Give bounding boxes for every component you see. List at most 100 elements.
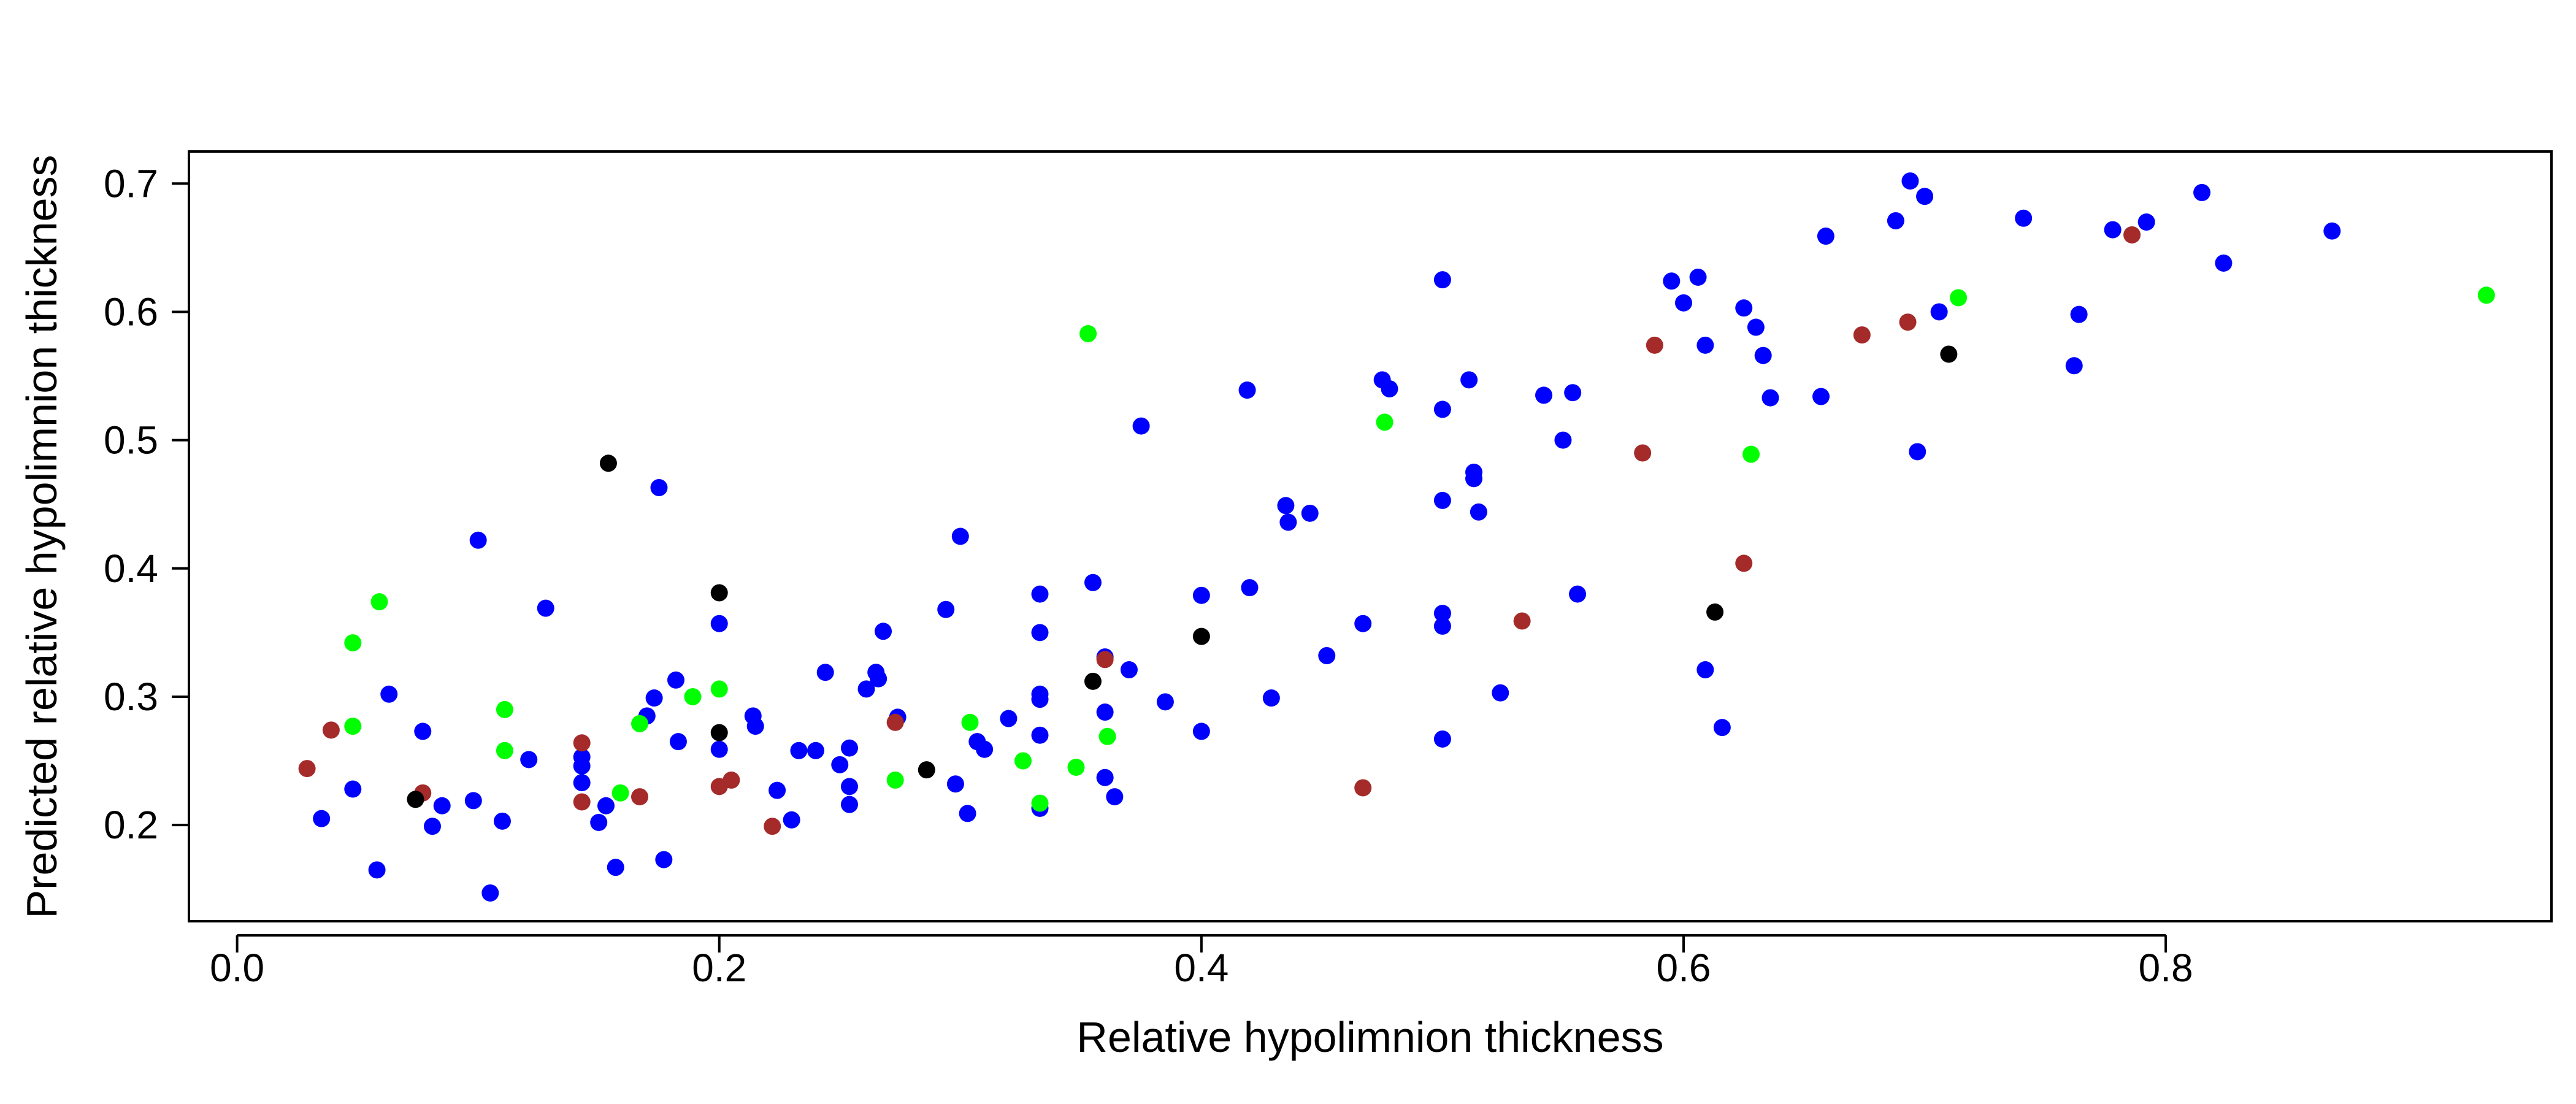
data-point bbox=[1096, 651, 1114, 669]
data-point bbox=[1492, 684, 1509, 702]
data-point bbox=[1696, 336, 1714, 354]
data-point bbox=[464, 792, 482, 810]
data-point bbox=[710, 680, 728, 698]
data-point bbox=[645, 689, 663, 707]
data-point bbox=[607, 859, 624, 876]
data-point bbox=[710, 615, 728, 632]
data-point bbox=[2323, 222, 2341, 240]
data-point bbox=[840, 778, 858, 795]
data-point bbox=[368, 861, 386, 879]
data-point bbox=[684, 688, 702, 705]
data-point bbox=[650, 479, 668, 497]
data-point bbox=[976, 740, 994, 758]
data-point bbox=[1853, 326, 1871, 344]
data-point bbox=[1277, 497, 1295, 515]
y-axis: 0.2 0.3 0.4 0.5 0.6 0.7 bbox=[104, 161, 190, 847]
data-point bbox=[1096, 703, 1114, 721]
data-point bbox=[2123, 226, 2141, 243]
data-point bbox=[669, 733, 687, 751]
data-point bbox=[1067, 759, 1085, 776]
data-point bbox=[1569, 585, 1587, 603]
data-point bbox=[1930, 303, 1948, 321]
data-point bbox=[1646, 336, 1663, 354]
x-axis-title: Relative hypolimnion thickness bbox=[1076, 1013, 1663, 1061]
data-point bbox=[1465, 470, 1483, 488]
data-point bbox=[469, 531, 487, 549]
data-point bbox=[746, 718, 764, 735]
data-point bbox=[1535, 386, 1553, 404]
data-point bbox=[1689, 268, 1707, 286]
data-point bbox=[1554, 431, 1572, 449]
data-point bbox=[1754, 347, 1772, 364]
data-point bbox=[1916, 188, 1934, 205]
data-point bbox=[1192, 627, 1210, 645]
data-point bbox=[783, 811, 800, 829]
x-tick-label: 0.8 bbox=[2139, 946, 2193, 990]
data-point bbox=[1192, 586, 1210, 604]
data-point bbox=[1084, 672, 1102, 690]
x-tick-label: 0.4 bbox=[1174, 946, 1229, 990]
data-point bbox=[764, 818, 781, 835]
data-point bbox=[2070, 305, 2088, 323]
data-point bbox=[790, 742, 808, 759]
data-point bbox=[1381, 380, 1398, 397]
data-point bbox=[1901, 172, 1919, 190]
data-point bbox=[1696, 661, 1714, 679]
data-point bbox=[322, 721, 340, 739]
data-point bbox=[1301, 504, 1319, 522]
data-point bbox=[1735, 299, 1753, 317]
data-point bbox=[816, 664, 834, 681]
data-point bbox=[573, 757, 591, 775]
x-axis: 0.0 0.2 0.4 0.6 0.8 bbox=[210, 934, 2193, 990]
data-point bbox=[1079, 325, 1097, 343]
data-point bbox=[573, 734, 591, 752]
data-point bbox=[1812, 388, 1830, 405]
data-point bbox=[298, 760, 316, 778]
data-point bbox=[1354, 615, 1372, 632]
data-point bbox=[1713, 719, 1731, 737]
data-point bbox=[1706, 603, 1724, 621]
data-point bbox=[886, 713, 904, 731]
data-point bbox=[667, 671, 684, 689]
x-tick-label: 0.2 bbox=[692, 946, 746, 990]
data-point bbox=[937, 600, 955, 618]
data-point bbox=[1031, 585, 1049, 603]
data-point bbox=[2215, 254, 2233, 272]
data-point bbox=[831, 756, 849, 773]
data-point bbox=[1433, 605, 1451, 622]
y-tick-label: 0.4 bbox=[104, 546, 158, 591]
x-tick-label: 0.0 bbox=[210, 946, 264, 990]
data-point bbox=[2137, 213, 2155, 231]
data-point bbox=[710, 584, 728, 602]
data-point bbox=[1460, 371, 1478, 389]
data-point bbox=[344, 718, 362, 735]
data-point bbox=[1433, 271, 1451, 289]
data-point bbox=[573, 774, 591, 792]
data-point bbox=[1674, 294, 1692, 312]
data-point bbox=[769, 781, 786, 799]
data-point bbox=[496, 742, 513, 759]
data-points bbox=[298, 172, 2495, 902]
y-axis-title: Predicted relative hypolimnion thickness bbox=[18, 155, 66, 918]
data-point bbox=[1663, 272, 1681, 290]
data-point bbox=[493, 812, 511, 830]
data-point bbox=[380, 685, 398, 703]
data-point bbox=[631, 715, 649, 732]
data-point bbox=[1132, 417, 1150, 435]
data-point bbox=[537, 599, 554, 617]
data-point bbox=[840, 739, 858, 757]
data-point bbox=[1376, 413, 1393, 431]
data-point bbox=[631, 788, 649, 806]
y-tick-label: 0.6 bbox=[104, 289, 158, 334]
data-point bbox=[1564, 384, 1582, 402]
data-point bbox=[1192, 723, 1210, 740]
data-point bbox=[951, 527, 969, 545]
data-point bbox=[2104, 221, 2122, 239]
data-point bbox=[1238, 381, 1256, 399]
data-point bbox=[611, 784, 629, 802]
data-point bbox=[1106, 788, 1124, 806]
data-point bbox=[520, 751, 538, 769]
data-point bbox=[407, 791, 424, 808]
x-tick-label: 0.6 bbox=[1656, 946, 1711, 990]
